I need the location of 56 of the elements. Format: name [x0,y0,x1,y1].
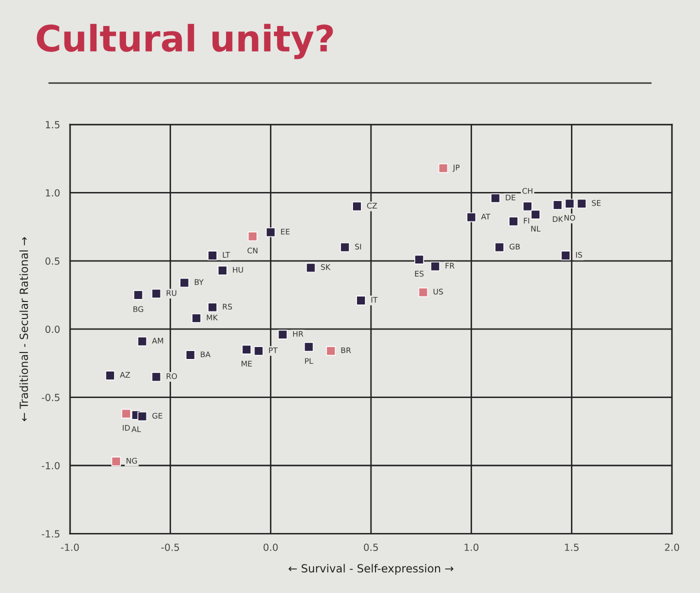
point [530,210,540,220]
point [522,202,532,212]
point [326,346,336,356]
y-tick-label: 1.5 [46,121,60,128]
y-axis-title: ← Traditional - Secular Rational → [19,237,28,422]
y-tick-label: -0.5 [42,394,60,402]
point [490,193,500,203]
point [552,200,562,210]
point [208,302,218,312]
point [356,296,366,306]
y-tick-label: 0.0 [45,326,60,333]
point [438,163,448,173]
point [186,350,196,360]
point [133,290,144,300]
point [266,227,276,238]
y-tick-label: 0.5 [45,257,60,265]
point [494,242,504,252]
x-tick-label: 1.0 [464,544,478,551]
y-tick-label: -1.0 [42,462,60,470]
point [466,212,476,222]
point [137,336,148,346]
x-tick-label: -0.5 [161,544,179,551]
point [508,216,518,226]
point [242,344,252,354]
point [418,287,428,298]
x-tick-label: 0.5 [364,544,378,551]
x-tick-label: 2.0 [664,544,680,551]
point [430,262,440,272]
point [306,262,316,273]
point [560,250,570,260]
point [218,266,228,276]
x-tick-label: 0.0 [264,544,278,551]
point [105,370,115,380]
x-tick-label: 1.5 [565,544,579,551]
point [192,313,202,324]
chart-title: Cultural unity? [36,24,333,60]
point [151,288,162,298]
y-tick-label: -1.5 [42,530,60,538]
point [304,342,314,352]
x-tick-label: -1.0 [60,544,79,551]
point [208,250,218,260]
point [111,456,121,466]
point [248,232,258,242]
point [151,372,162,382]
x-axis-title: ← Survival - Self-expression → [288,564,454,575]
point [254,346,264,356]
y-tick-label: 1.0 [46,189,60,197]
point [137,412,148,422]
point [414,254,424,264]
point [340,242,350,252]
point [180,278,190,288]
point [121,408,131,418]
point [576,198,587,208]
point [278,330,288,340]
point [352,202,362,212]
point [564,198,574,208]
